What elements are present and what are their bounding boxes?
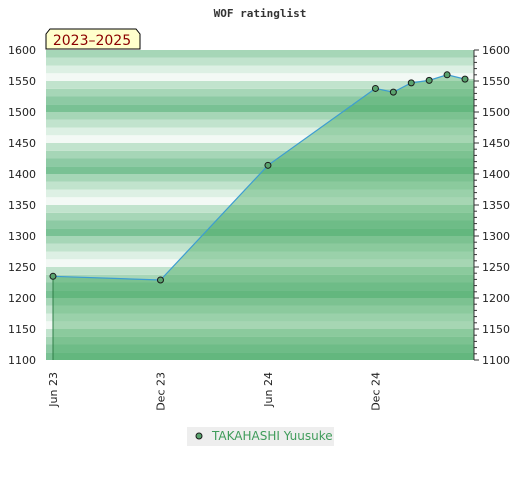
y-tick-label-left: 1100 bbox=[8, 354, 36, 367]
background-band bbox=[46, 104, 474, 112]
background-band bbox=[46, 228, 474, 236]
data-point bbox=[371, 84, 379, 92]
background-band bbox=[46, 88, 474, 97]
period-badge-label: 2023–2025 bbox=[53, 33, 131, 49]
y-tick-label-left: 1250 bbox=[8, 261, 36, 274]
background-band bbox=[46, 65, 474, 74]
y-tick-label-left: 1150 bbox=[8, 323, 36, 336]
points-layer bbox=[49, 71, 469, 284]
background-band bbox=[46, 352, 474, 360]
area-layer bbox=[53, 74, 474, 361]
x-tick-label: Jun 23 bbox=[47, 372, 60, 408]
background-band bbox=[46, 112, 474, 120]
y-tick-label-left: 1600 bbox=[8, 44, 36, 57]
y-tick-label-right: 1600 bbox=[482, 44, 510, 57]
background-band bbox=[46, 243, 474, 252]
background-band bbox=[46, 329, 474, 337]
chart-title: WOF ratinglist bbox=[214, 7, 307, 20]
background-band bbox=[46, 259, 474, 267]
y-tick-label-right: 1450 bbox=[482, 137, 510, 150]
background-band bbox=[46, 127, 474, 136]
y-tick-label-right: 1400 bbox=[482, 168, 510, 181]
data-point bbox=[389, 88, 397, 96]
y-tick-label-left: 1200 bbox=[8, 292, 36, 305]
y-tick-label-right: 1300 bbox=[482, 230, 510, 243]
background-band bbox=[46, 267, 474, 275]
series-area bbox=[53, 74, 474, 361]
legend-marker bbox=[195, 432, 203, 440]
background-band bbox=[46, 336, 474, 345]
background-band bbox=[46, 197, 474, 205]
y-tick-label-right: 1550 bbox=[482, 75, 510, 88]
y-tick-label-right: 1500 bbox=[482, 106, 510, 119]
background-band bbox=[46, 321, 474, 329]
data-point bbox=[264, 161, 272, 169]
x-tick-label: Dec 24 bbox=[369, 372, 382, 411]
background-band bbox=[46, 313, 474, 322]
background-band bbox=[46, 205, 474, 213]
x-tick-label: Dec 23 bbox=[154, 372, 167, 411]
x-tick-label: Jun 24 bbox=[262, 372, 275, 408]
background-band bbox=[46, 305, 474, 314]
y-tick-label-left: 1400 bbox=[8, 168, 36, 181]
background-band bbox=[46, 50, 474, 58]
y-tick-label-right: 1200 bbox=[482, 292, 510, 305]
legend[interactable]: TAKAHASHI Yuusuke bbox=[187, 427, 334, 446]
background-band bbox=[46, 135, 474, 143]
background-band bbox=[46, 290, 474, 298]
background-band bbox=[46, 220, 474, 229]
y-tick-label-left: 1300 bbox=[8, 230, 36, 243]
y-tick-label-left: 1500 bbox=[8, 106, 36, 119]
background-band bbox=[46, 81, 474, 89]
y-tick-label-right: 1350 bbox=[482, 199, 510, 212]
x-axis: Jun 23 Dec 23 Jun 24 Dec 24 bbox=[47, 372, 382, 411]
background-band bbox=[46, 73, 474, 81]
background-band bbox=[46, 150, 474, 159]
y-tick-label-right: 1100 bbox=[482, 354, 510, 367]
y-axis-left: 1100 1150 1200 1250 1300 1350 1400 1450 1500 1550… bbox=[8, 44, 36, 367]
period-badge: 2023–2025 bbox=[45, 28, 141, 50]
background-band bbox=[46, 236, 474, 244]
background-band bbox=[46, 166, 474, 174]
background-band bbox=[46, 298, 474, 306]
background-band bbox=[46, 174, 474, 182]
y-axis-right: 1100 1150 1200 1250 1300 1350 1400 1450 1500 1550… bbox=[473, 44, 510, 367]
background-band bbox=[46, 344, 474, 353]
background-band bbox=[46, 96, 474, 105]
background-band bbox=[46, 251, 474, 260]
y-tick-label-left: 1350 bbox=[8, 199, 36, 212]
background-band bbox=[46, 143, 474, 151]
legend-box bbox=[187, 427, 334, 446]
background-band bbox=[46, 181, 474, 190]
data-point bbox=[156, 276, 164, 284]
data-point bbox=[461, 75, 469, 83]
background-band bbox=[46, 282, 474, 291]
data-point bbox=[443, 71, 451, 79]
data-point bbox=[425, 76, 433, 84]
y-tick-label-right: 1150 bbox=[482, 323, 510, 336]
y-tick-label-right: 1250 bbox=[482, 261, 510, 274]
period-badge-box bbox=[45, 28, 141, 50]
background-band bbox=[46, 189, 474, 198]
data-point bbox=[407, 79, 415, 87]
data-point bbox=[49, 272, 57, 280]
background-band bbox=[46, 212, 474, 221]
y-tick-label-left: 1550 bbox=[8, 75, 36, 88]
background-band bbox=[46, 119, 474, 128]
legend-label: TAKAHASHI Yuusuke bbox=[211, 429, 333, 443]
background-band bbox=[46, 158, 474, 167]
y-tick-label-left: 1450 bbox=[8, 137, 36, 150]
background-bands bbox=[46, 50, 474, 360]
background-band bbox=[46, 57, 474, 66]
background-band bbox=[46, 274, 474, 283]
